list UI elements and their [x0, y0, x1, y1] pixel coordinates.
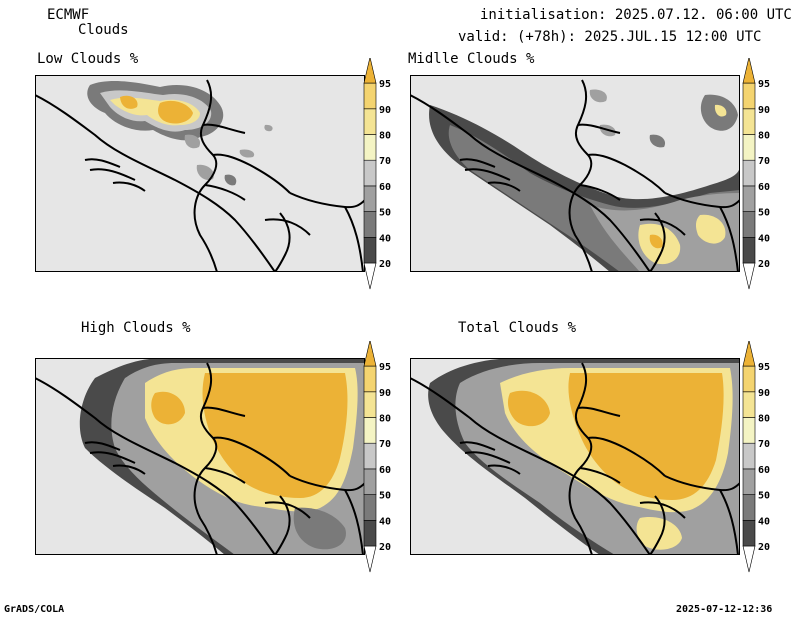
colorbar-tick-label: 95: [379, 362, 391, 373]
colorbar-tick-label: 80: [758, 414, 770, 425]
colorbar-bin: [363, 365, 377, 393]
footer-timestamp: 2025-07-12-12:36: [676, 604, 773, 615]
colorbar-tick-label: 90: [379, 388, 391, 399]
colorbar-bin: [742, 237, 756, 264]
colorbar-tick-label: 70: [379, 156, 391, 167]
colorbar-tick-label: 70: [758, 439, 770, 450]
colorbar-tick-label: 90: [758, 105, 770, 116]
colorbar-tick-label: 90: [758, 388, 770, 399]
colorbar-bin: [742, 82, 756, 110]
model-name: ECMWF: [47, 7, 90, 23]
colorbar-tick-label: 40: [379, 233, 391, 244]
colorbar-tick-label: 20: [758, 542, 770, 553]
colorbar-bin: [363, 494, 377, 521]
colorbar-bin: [363, 545, 377, 573]
colorbar-bin: [742, 341, 756, 367]
map-middle-clouds: [410, 75, 740, 272]
colorbar-bin: [742, 211, 756, 238]
colorbar-bin: [363, 211, 377, 238]
valid-time: valid: (+78h): 2025.JUL.15 12:00 UTC: [458, 29, 762, 45]
colorbar-bin: [742, 520, 756, 547]
colorbar-bin: [742, 365, 756, 393]
colorbar-tick-label: 80: [379, 131, 391, 142]
colorbar-tick-label: 40: [758, 516, 770, 527]
colorbar-bin: [742, 262, 756, 290]
colorbar-bin: [363, 237, 377, 264]
colorbar-tick-label: 60: [758, 182, 770, 193]
panel-title-total: Total Clouds %: [458, 320, 577, 336]
colorbar-tick-label: 60: [379, 182, 391, 193]
colorbar-bin: [363, 262, 377, 290]
colorbar-low: 20 40 50 60 70 80 90 95: [363, 58, 391, 290]
colorbar-tick-label: 50: [758, 491, 770, 502]
colorbar-bin: [742, 108, 756, 135]
colorbar-tick-label: 90: [379, 105, 391, 116]
colorbar-tick-label: 80: [758, 131, 770, 142]
colorbar-bin: [363, 58, 377, 84]
colorbar-bin: [363, 134, 377, 161]
colorbar-bin: [363, 108, 377, 135]
colorbar-middle: 20 40 50 60 70 80 90 95: [742, 58, 770, 290]
panel-title-middle: Midlle Clouds %: [408, 51, 535, 67]
colorbar-bin: [742, 391, 756, 418]
colorbar-bin: [363, 520, 377, 547]
panel-title-high: High Clouds %: [81, 320, 191, 336]
colorbar-tick-label: 95: [758, 79, 770, 90]
colorbar-tick-label: 20: [379, 259, 391, 270]
colorbar-tick-label: 40: [758, 233, 770, 244]
colorbar-bin: [742, 58, 756, 84]
colorbar-tick-label: 80: [379, 414, 391, 425]
product-name: Clouds: [78, 22, 129, 38]
colorbar-bin: [742, 442, 756, 470]
colorbar-tick-label: 50: [379, 491, 391, 502]
colorbar-bin: [742, 468, 756, 495]
map-total-clouds: [410, 358, 740, 555]
map-high-clouds: [35, 358, 365, 555]
init-time: initialisation: 2025.07.12. 06:00 UTC: [480, 7, 792, 23]
colorbar-bin: [363, 185, 377, 212]
footer-software: GrADS/COLA: [4, 604, 65, 615]
colorbar-bin: [742, 185, 756, 212]
panel-title-low: Low Clouds %: [37, 51, 139, 67]
colorbar-bin: [742, 494, 756, 521]
colorbar-bin: [363, 341, 377, 367]
colorbar-bin: [363, 468, 377, 495]
colorbar-tick-label: 95: [379, 79, 391, 90]
colorbar-tick-label: 95: [758, 362, 770, 373]
colorbar-tick-label: 60: [379, 465, 391, 476]
colorbar-tick-label: 60: [758, 465, 770, 476]
colorbar-bin: [363, 442, 377, 470]
colorbar-total: 20 40 50 60 70 80 90 95: [742, 341, 770, 573]
colorbar-tick-label: 20: [758, 259, 770, 270]
colorbar-bin: [742, 417, 756, 444]
map-low-clouds: [35, 75, 365, 272]
colorbar-tick-label: 40: [379, 516, 391, 527]
colorbar-tick-label: 70: [758, 156, 770, 167]
colorbar-bin: [742, 545, 756, 573]
colorbar-tick-label: 20: [379, 542, 391, 553]
colorbar-bin: [363, 82, 377, 110]
colorbar-bin: [363, 391, 377, 418]
colorbar-tick-label: 70: [379, 439, 391, 450]
colorbar-tick-label: 50: [758, 208, 770, 219]
colorbar-bin: [742, 159, 756, 187]
colorbar-bin: [742, 134, 756, 161]
colorbar-bin: [363, 159, 377, 187]
colorbar-bin: [363, 417, 377, 444]
colorbar-tick-label: 50: [379, 208, 391, 219]
colorbar-high: 20 40 50 60 70 80 90 95: [363, 341, 391, 573]
